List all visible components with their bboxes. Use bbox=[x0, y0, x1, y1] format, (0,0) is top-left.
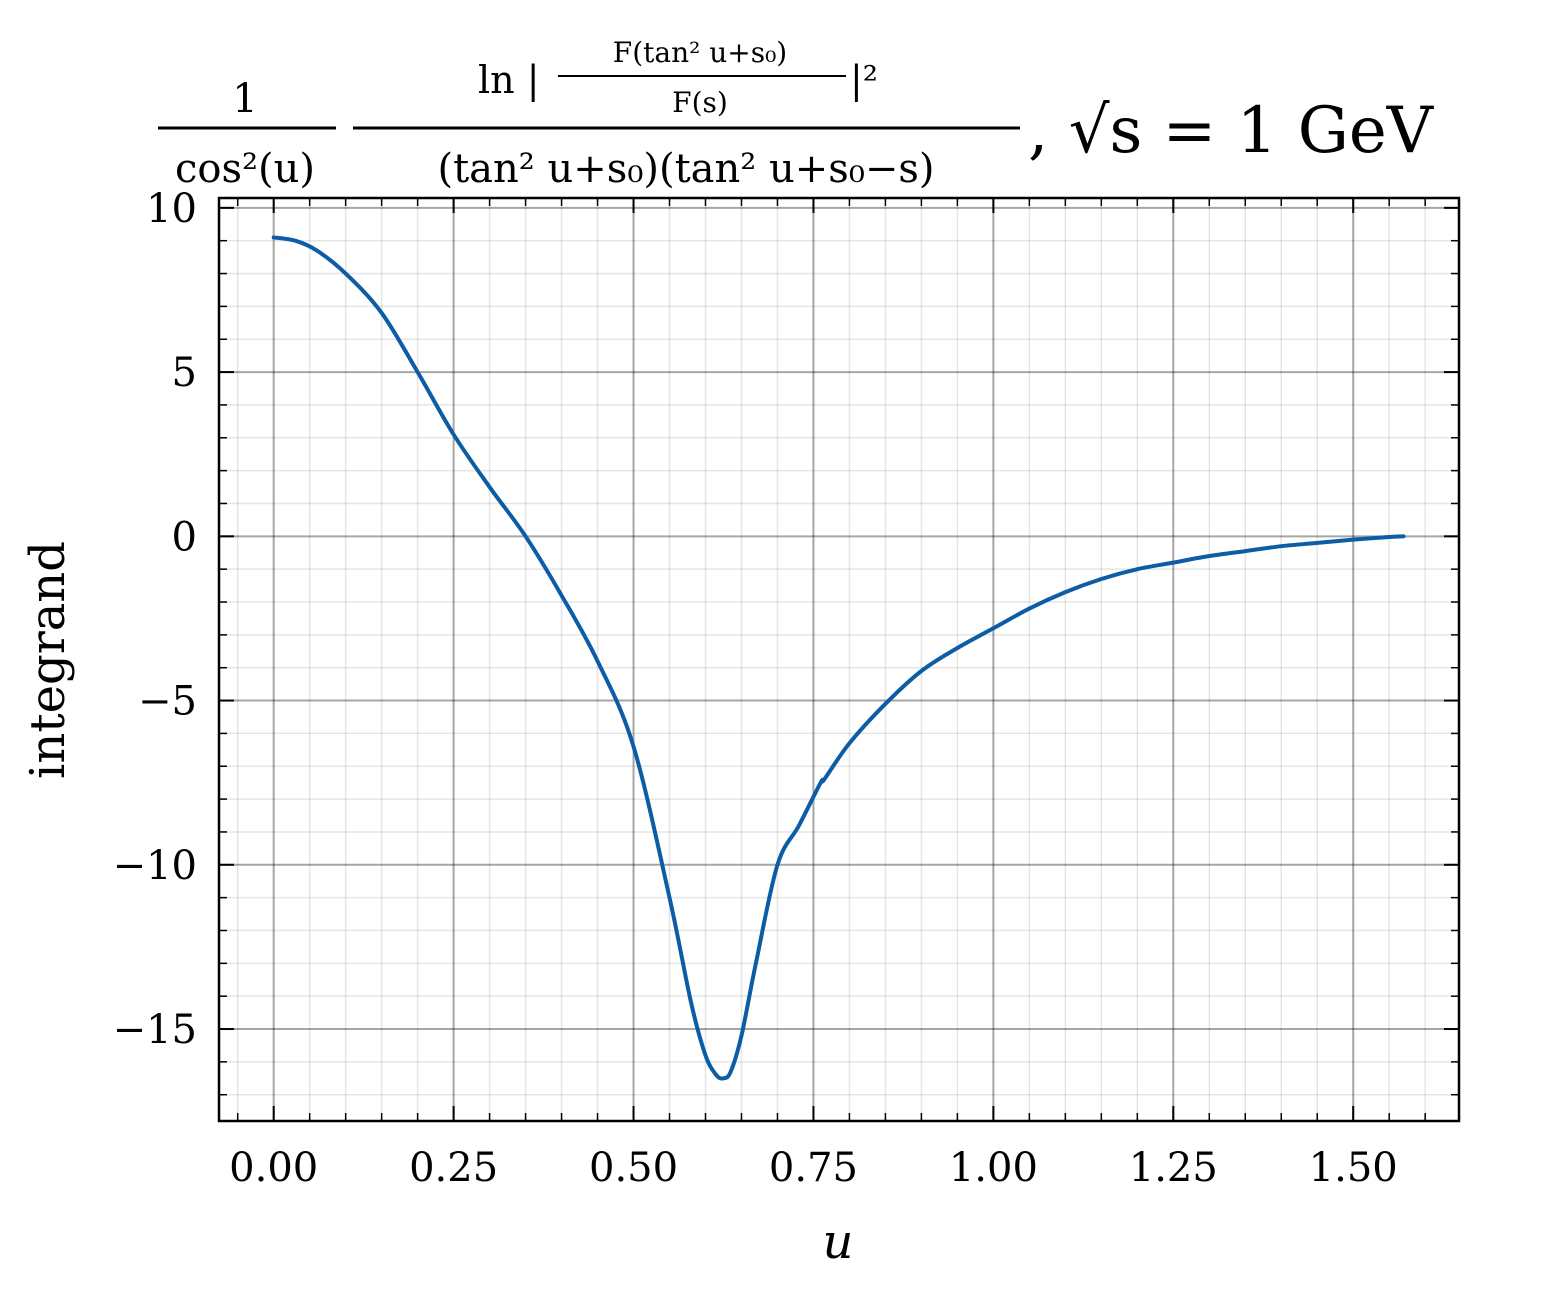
series-layer bbox=[271, 235, 1406, 1081]
axis-ticks bbox=[219, 198, 1459, 1121]
y-axis-label: integrand bbox=[20, 541, 76, 779]
title-frac2-num-suffix: |² bbox=[850, 58, 878, 102]
title-frac2-den: (tan² u+s₀)(tan² u+s₀−s) bbox=[437, 146, 934, 192]
title-frac1-num: 1 bbox=[232, 76, 257, 122]
title-frac1-den: cos²(u) bbox=[175, 146, 315, 192]
x-tick-label: 1.25 bbox=[1129, 1145, 1218, 1191]
x-tick-label: 0.50 bbox=[589, 1145, 678, 1191]
title-inner-den: F(s) bbox=[672, 86, 728, 119]
y-tick-label: 10 bbox=[146, 186, 197, 232]
x-tick-label: 1.50 bbox=[1309, 1145, 1398, 1191]
x-tick-label: 0.75 bbox=[769, 1145, 858, 1191]
grid-minor bbox=[219, 198, 1459, 1121]
plot-frame bbox=[217, 196, 1461, 1123]
x-tick-label: 0.00 bbox=[229, 1145, 318, 1191]
grid-major bbox=[219, 198, 1459, 1121]
title-frac2-num-prefix: ln | bbox=[478, 58, 540, 102]
y-tick-labels: −15 −10 −5 0 5 10 bbox=[113, 186, 197, 1053]
y-tick-label: −15 bbox=[113, 1007, 197, 1053]
series-line bbox=[271, 235, 1406, 1081]
title-suffix: , √s = 1 GeV bbox=[1028, 94, 1435, 168]
y-tick-label: 0 bbox=[172, 514, 197, 560]
title-inner-num: F(tan² u+s₀) bbox=[613, 36, 787, 69]
x-tick-label: 0.25 bbox=[409, 1145, 498, 1191]
x-tick-labels: 0.00 0.25 0.50 0.75 1.00 1.25 1.50 bbox=[229, 1145, 1398, 1191]
chart-title: 1 cos²(u) ln | F(tan² u+s₀) F(s) |² (tan… bbox=[158, 36, 1435, 192]
y-tick-label: 5 bbox=[172, 350, 197, 396]
y-tick-label: −10 bbox=[113, 843, 197, 889]
x-axis-label: u bbox=[823, 1214, 854, 1270]
x-tick-label: 1.00 bbox=[949, 1145, 1038, 1191]
y-tick-label: −5 bbox=[138, 679, 197, 725]
